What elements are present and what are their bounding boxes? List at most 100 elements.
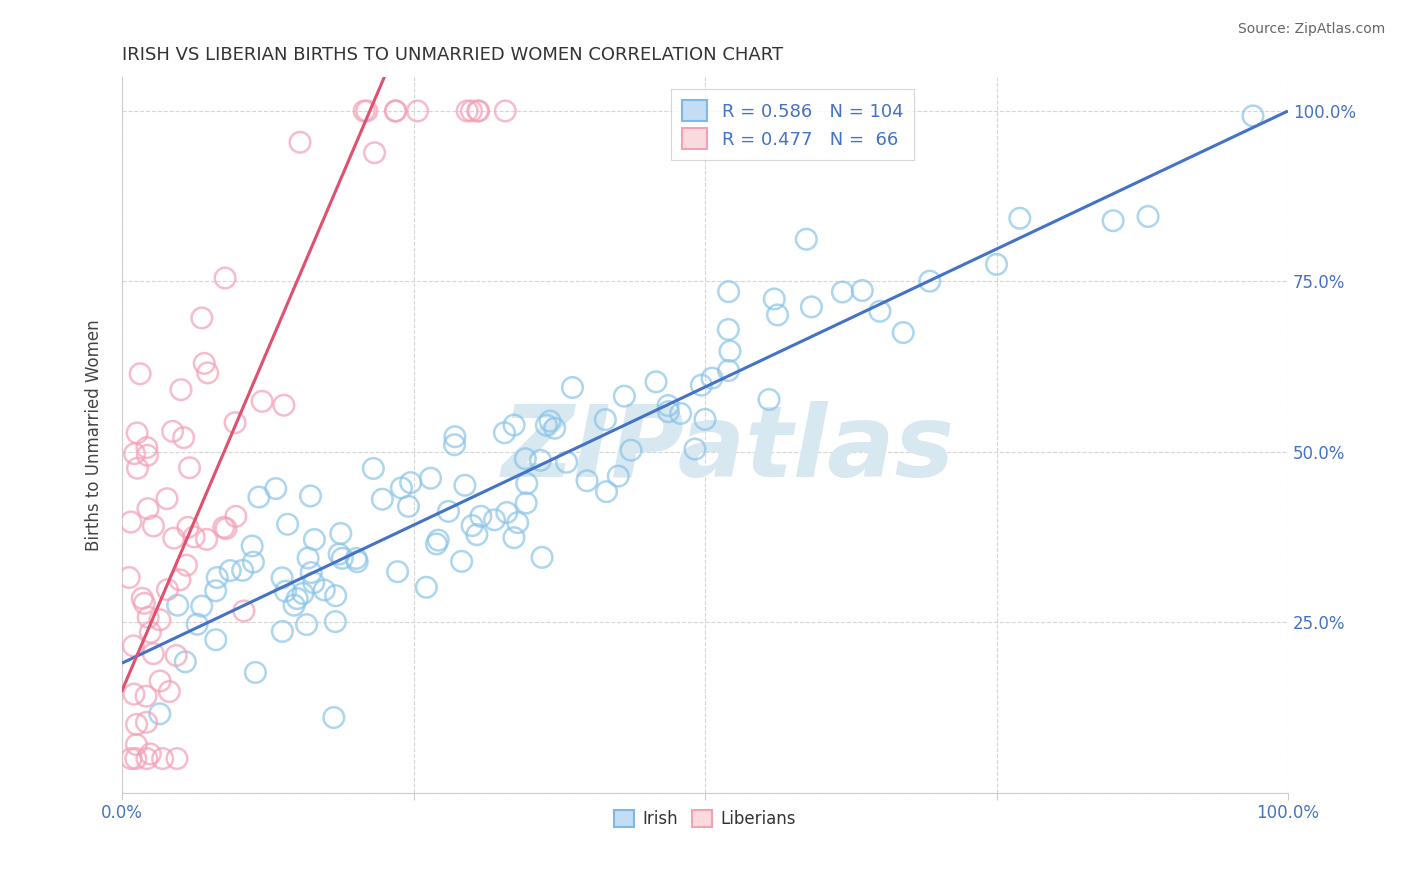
Point — [529, 453, 551, 467]
Point — [299, 566, 322, 580]
Point — [157, 684, 180, 698]
Point — [136, 441, 159, 455]
Point — [122, 639, 145, 653]
Point — [425, 537, 447, 551]
Point — [538, 414, 561, 428]
Point — [193, 356, 215, 370]
Point — [406, 103, 429, 118]
Point — [131, 591, 153, 606]
Point — [613, 389, 636, 403]
Point — [127, 425, 149, 440]
Point — [183, 530, 205, 544]
Point — [484, 513, 506, 527]
Point — [325, 589, 347, 603]
Point — [607, 469, 630, 483]
Point — [120, 751, 142, 765]
Point — [169, 573, 191, 587]
Point — [1137, 210, 1160, 224]
Point — [766, 308, 789, 322]
Point — [204, 632, 226, 647]
Point — [869, 304, 891, 318]
Point — [515, 451, 537, 466]
Point — [136, 610, 159, 624]
Point — [353, 103, 375, 118]
Point — [918, 274, 941, 288]
Point — [135, 751, 157, 765]
Point — [344, 551, 367, 566]
Point — [717, 322, 740, 336]
Legend: Irish, Liberians: Irish, Liberians — [607, 803, 803, 834]
Point — [166, 751, 188, 765]
Point — [163, 531, 186, 545]
Point — [124, 447, 146, 461]
Point — [470, 509, 492, 524]
Point — [419, 471, 441, 485]
Point — [288, 135, 311, 149]
Point — [363, 461, 385, 475]
Point — [384, 103, 406, 118]
Point — [176, 558, 198, 573]
Point — [645, 375, 668, 389]
Point — [595, 412, 617, 426]
Point — [139, 625, 162, 640]
Point — [325, 615, 347, 629]
Point — [139, 747, 162, 761]
Point — [214, 271, 236, 285]
Point — [156, 582, 179, 597]
Point — [304, 533, 326, 547]
Point — [328, 547, 350, 561]
Point — [657, 399, 679, 413]
Point — [494, 103, 516, 118]
Point — [717, 363, 740, 377]
Point — [197, 366, 219, 380]
Point — [460, 103, 482, 118]
Point — [127, 461, 149, 475]
Point — [356, 103, 378, 118]
Point — [536, 418, 558, 433]
Point — [495, 506, 517, 520]
Point — [718, 344, 741, 359]
Point — [134, 596, 156, 610]
Point — [515, 496, 537, 510]
Point — [295, 617, 318, 632]
Point — [162, 425, 184, 439]
Point — [700, 371, 723, 385]
Point — [330, 551, 353, 566]
Point — [152, 751, 174, 765]
Point — [437, 504, 460, 518]
Point — [242, 555, 264, 569]
Point — [391, 481, 413, 495]
Point — [271, 624, 294, 639]
Point — [555, 455, 578, 469]
Point — [322, 710, 344, 724]
Point — [763, 292, 786, 306]
Point — [297, 551, 319, 566]
Point — [1008, 211, 1031, 226]
Point — [264, 482, 287, 496]
Point — [195, 533, 218, 547]
Point — [299, 489, 322, 503]
Point — [240, 539, 263, 553]
Point — [461, 518, 484, 533]
Point — [136, 501, 159, 516]
Point — [683, 442, 706, 456]
Point — [122, 687, 145, 701]
Point — [149, 706, 172, 721]
Point — [314, 582, 336, 597]
Point — [129, 367, 152, 381]
Point — [346, 555, 368, 569]
Point — [415, 580, 437, 594]
Point — [291, 586, 314, 600]
Point — [561, 380, 583, 394]
Point — [387, 565, 409, 579]
Point — [329, 526, 352, 541]
Point — [177, 520, 200, 534]
Point — [503, 418, 526, 433]
Point — [250, 394, 273, 409]
Point — [179, 460, 201, 475]
Point — [225, 509, 247, 524]
Point — [467, 103, 489, 118]
Point — [1102, 213, 1125, 227]
Point — [531, 550, 554, 565]
Point — [544, 421, 567, 435]
